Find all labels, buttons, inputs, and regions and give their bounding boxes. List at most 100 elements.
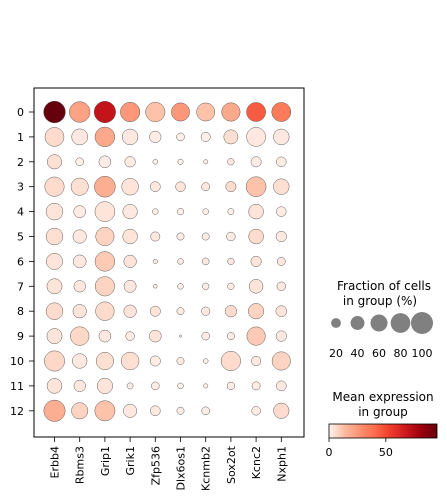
y-tick-label: 1 [17, 131, 24, 144]
dot [248, 279, 264, 294]
dot [120, 102, 141, 122]
dot [75, 157, 84, 166]
dot [273, 128, 290, 146]
dot [149, 305, 161, 317]
size-legend-dot [411, 312, 433, 334]
dot [122, 228, 138, 245]
dot [201, 406, 210, 415]
size-legend-label: 40 [351, 347, 365, 360]
dot [149, 329, 162, 343]
y-tick-label: 3 [17, 181, 24, 194]
dot [177, 283, 184, 290]
dot [273, 402, 290, 419]
dot [45, 302, 64, 320]
y-tick-label: 9 [17, 330, 24, 343]
dot [93, 101, 116, 123]
dot [96, 377, 113, 394]
dot [202, 282, 210, 290]
size-legend-dots: 20 40 60 80 100 [329, 312, 433, 360]
dot [122, 204, 138, 220]
size-legend-title-line1: Fraction of cells [337, 279, 431, 293]
dot [221, 102, 241, 122]
dot [251, 381, 261, 391]
x-tick-label: Dlx6os1 [175, 446, 188, 491]
dot [201, 232, 210, 241]
dot [201, 182, 211, 192]
dot [45, 202, 64, 221]
dot [71, 128, 89, 146]
dot [149, 130, 162, 143]
dot [248, 303, 265, 320]
dot [73, 379, 86, 392]
x-tick-label: Grip1 [99, 446, 112, 476]
dot [251, 355, 262, 367]
dot [176, 357, 185, 365]
dot [176, 208, 185, 216]
dot [227, 257, 235, 265]
dot [176, 232, 185, 241]
dot [226, 231, 236, 242]
dot [248, 203, 264, 220]
dot [94, 251, 115, 272]
dot [171, 102, 190, 122]
dot [273, 178, 290, 195]
x-tick-label: Sox2ot [225, 445, 238, 484]
color-legend-title-line1: Mean expression [332, 390, 433, 404]
dot [46, 328, 63, 344]
dot [201, 257, 210, 266]
dot [246, 326, 266, 346]
colorbar-tick-label: 50 [379, 446, 393, 459]
plot-frame [33, 87, 305, 438]
dot [271, 102, 292, 122]
dot [227, 208, 235, 215]
dot [43, 399, 66, 422]
dot [177, 382, 184, 390]
dot [196, 102, 215, 122]
dot [125, 331, 135, 341]
dot [95, 301, 115, 321]
size-legend-label: 20 [329, 347, 343, 360]
dot [275, 230, 287, 243]
dot [175, 181, 186, 192]
size-legend: Fraction of cells in group (%) 20 40 60 80 1… [329, 279, 433, 360]
size-legend-label: 100 [412, 347, 433, 360]
dot [72, 254, 87, 269]
dot [202, 208, 209, 215]
size-legend-label: 60 [372, 347, 386, 360]
dot [150, 181, 161, 192]
size-legend-title-line2: in group (%) [343, 294, 417, 308]
dot [251, 406, 261, 416]
dot [94, 176, 116, 198]
dot [123, 304, 137, 318]
dot [176, 307, 185, 316]
dot [271, 351, 291, 371]
dot [246, 127, 266, 147]
x-tick-label: Kcnc2 [250, 446, 263, 479]
dot [201, 306, 211, 316]
dot [123, 254, 137, 268]
dot [98, 329, 112, 343]
y-tick-label: 4 [17, 206, 24, 219]
dot [250, 255, 262, 267]
dot [145, 102, 166, 122]
dot [201, 331, 210, 341]
y-tick-label: 10 [10, 355, 24, 368]
x-tick-label: Zfp536 [149, 446, 162, 485]
y-tick-label: 11 [10, 380, 24, 393]
dot [124, 156, 136, 168]
dot [123, 279, 137, 293]
dot [227, 282, 235, 290]
dot [227, 158, 235, 166]
dot [126, 382, 134, 390]
dot [46, 378, 63, 394]
dot [276, 206, 287, 217]
dot [177, 258, 184, 265]
dot [150, 405, 161, 417]
dot [44, 176, 65, 197]
dot [45, 227, 64, 246]
colorbar-ticks: 0 50 [326, 438, 393, 459]
dot [152, 208, 159, 215]
colorbar-tick-label: 0 [326, 446, 333, 459]
dot [200, 132, 211, 142]
